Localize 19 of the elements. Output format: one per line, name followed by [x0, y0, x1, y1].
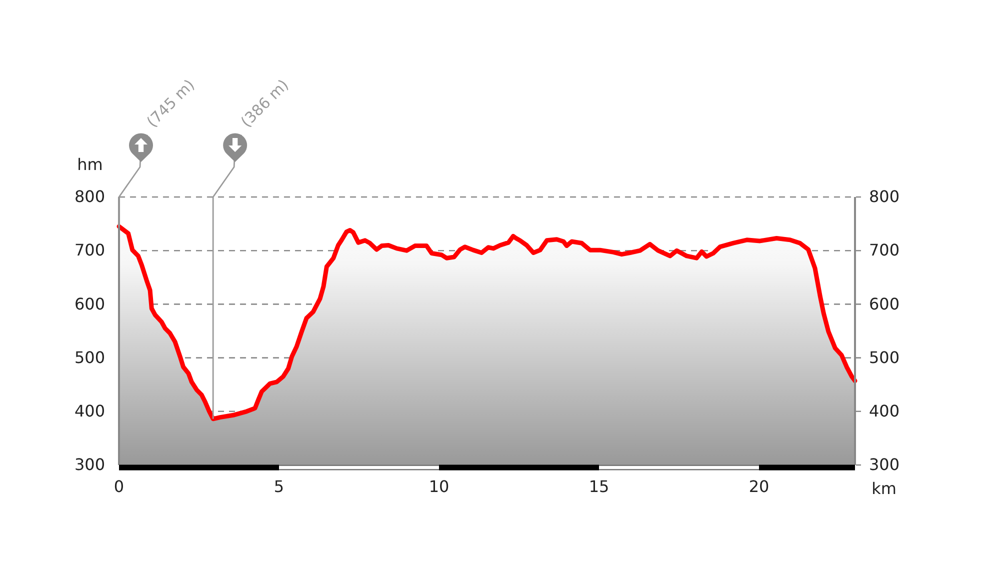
y2-tick-label: 500: [869, 348, 900, 367]
y2-tick-label: 700: [869, 240, 900, 260]
y-tick-label: 700: [74, 240, 105, 260]
x-tick-label: 5: [274, 476, 284, 496]
y-axis-title: hm: [77, 155, 103, 174]
x-axis-title: km: [872, 479, 896, 498]
x-tick-label: 0: [114, 476, 124, 496]
y-tick-label: 300: [74, 455, 105, 474]
x-tick-label: 10: [428, 476, 450, 496]
y-tick-label: 600: [74, 294, 105, 314]
x-tick-label: 15: [588, 476, 610, 496]
y2-tick-label: 800: [869, 187, 900, 206]
y2-tick-label: 600: [869, 294, 900, 314]
y2-tick-label: 300: [869, 455, 900, 474]
y-tick-label: 400: [74, 402, 105, 421]
y-tick-label: 500: [74, 348, 105, 367]
x-tick-label: 20: [748, 476, 770, 496]
y-tick-label: 800: [74, 187, 105, 206]
y2-tick-label: 400: [869, 402, 900, 421]
